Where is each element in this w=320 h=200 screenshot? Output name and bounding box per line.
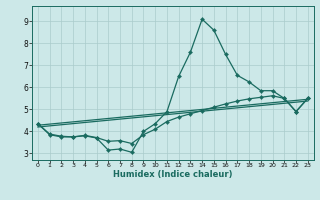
X-axis label: Humidex (Indice chaleur): Humidex (Indice chaleur)	[113, 170, 233, 179]
